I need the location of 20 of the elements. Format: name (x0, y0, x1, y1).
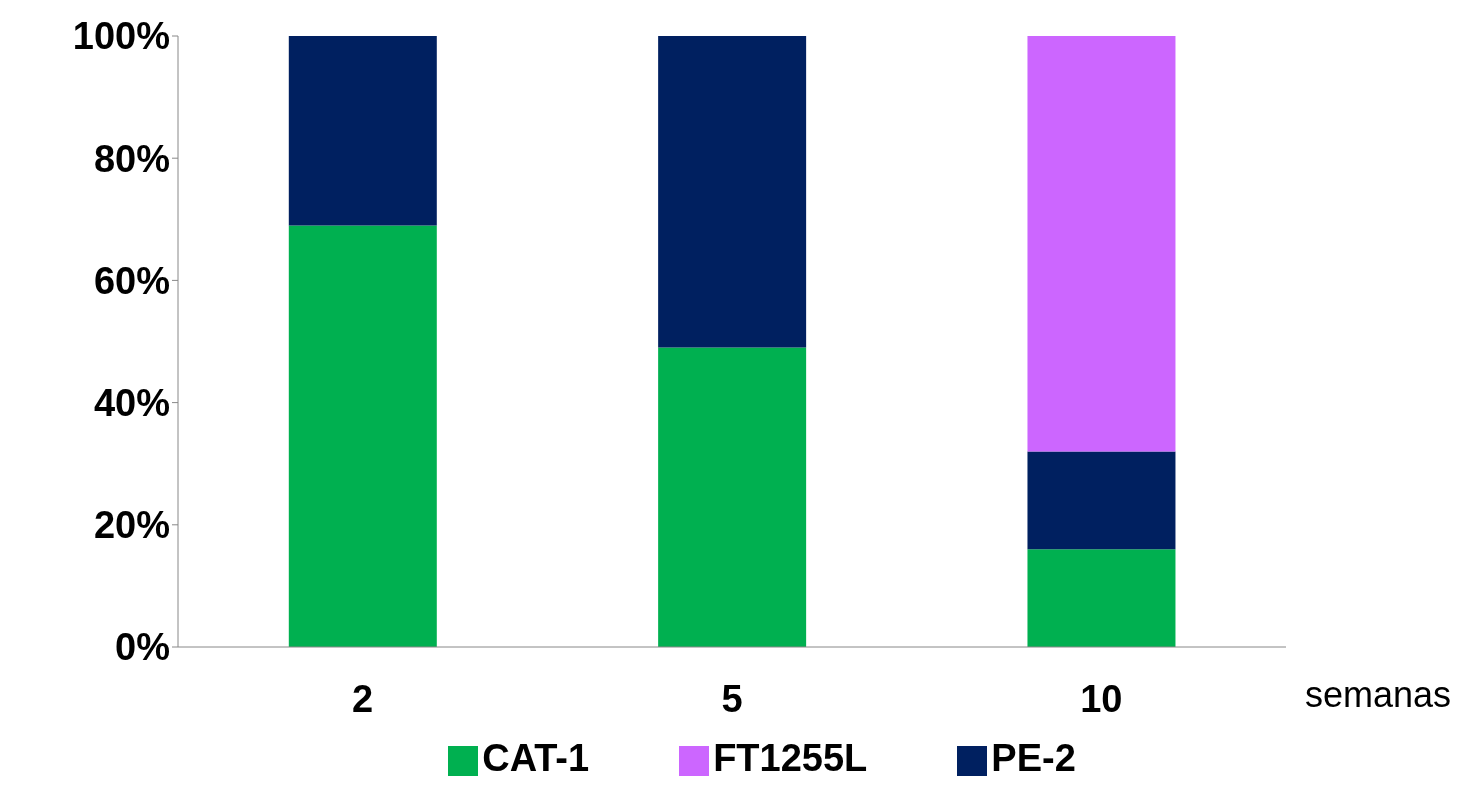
y-tick-label: 40% (93, 382, 170, 425)
bar (658, 347, 807, 647)
y-tick-label: 0% (115, 626, 170, 669)
bar (288, 225, 437, 647)
bar (658, 36, 807, 348)
y-tick-label: 20% (93, 504, 170, 547)
bar (1027, 549, 1176, 647)
bar (288, 36, 437, 226)
legend-label: CAT-1 (482, 737, 590, 779)
bar (1027, 36, 1176, 452)
x-tick-label: 10 (1080, 677, 1123, 720)
bar (1027, 451, 1176, 550)
y-tick-label: 80% (93, 137, 170, 180)
x-axis-title: semanas (1304, 674, 1451, 715)
legend-label: FT1255L (713, 737, 868, 779)
y-tick-label: 100% (72, 15, 170, 58)
x-tick-label: 5 (721, 677, 743, 720)
x-tick-label: 2 (352, 677, 374, 720)
legend-label: PE-2 (991, 737, 1076, 779)
y-tick-label: 60% (93, 259, 170, 302)
